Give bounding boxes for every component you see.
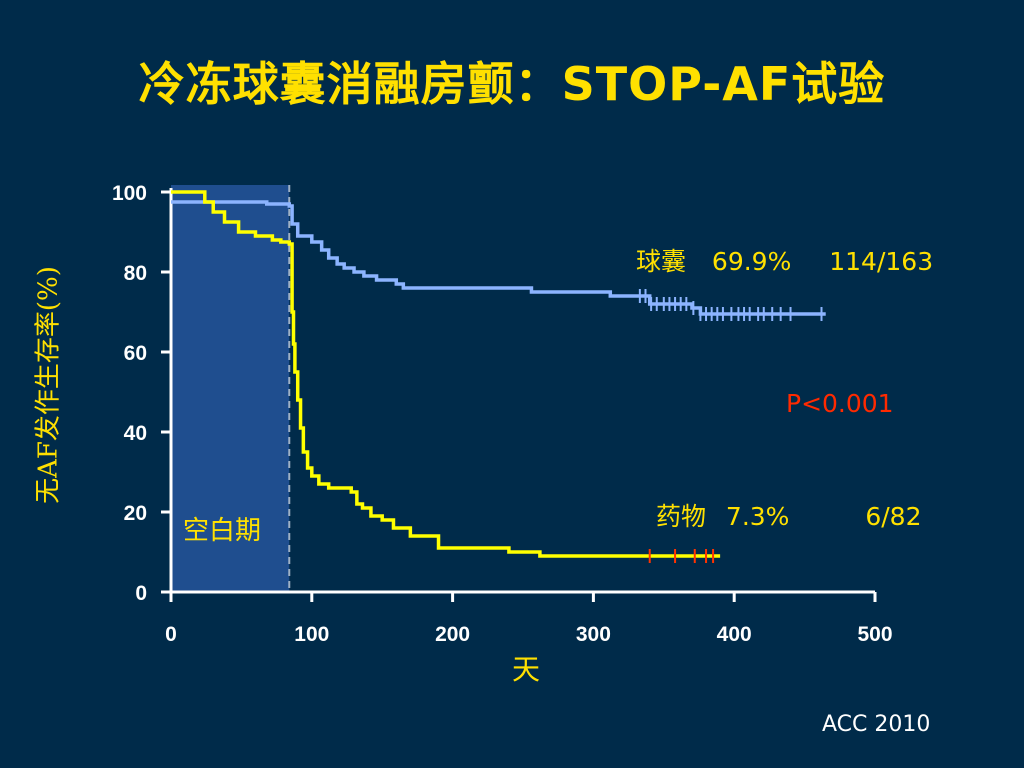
blanking-period-region <box>171 185 290 592</box>
y-tick-label: 80 <box>124 262 147 285</box>
drug-name: 药物 <box>656 502 707 531</box>
drug-survival-curve <box>171 190 721 558</box>
y-tick-label: 40 <box>124 422 147 445</box>
p-value: P<0.001 <box>786 389 894 418</box>
x-tick-label: 200 <box>435 623 470 646</box>
x-tick-label: 100 <box>294 623 329 646</box>
x-tick-label: 400 <box>717 623 752 646</box>
y-tick-label: 20 <box>124 502 147 525</box>
slide-title: 冷冻球囊消融房颤：STOP-AF试验 <box>138 57 886 111</box>
x-tick-label: 0 <box>165 623 177 646</box>
balloon-survival-curve <box>171 200 826 316</box>
balloon-name: 球囊 <box>636 247 687 276</box>
drug-count: 6/82 <box>865 502 922 531</box>
balloon-annotation: 球囊 69.9% 114/163 <box>636 242 933 278</box>
drug-percent: 7.3% <box>725 502 790 531</box>
y-axis-title: 无AF发作生存率(%) <box>33 266 64 504</box>
axes: 0 20 40 60 80 100 0 100 200 300 400 500 <box>112 182 893 646</box>
drug-annotation: 药物 7.3% 6/82 <box>656 497 921 533</box>
y-tick-label: 60 <box>124 342 147 365</box>
balloon-count: 114/163 <box>829 247 934 276</box>
balloon-percent: 69.9% <box>711 247 792 276</box>
x-tick-label: 300 <box>576 623 611 646</box>
blanking-period-label: 空白期 <box>183 516 262 546</box>
y-tick-label: 100 <box>112 182 147 205</box>
source-footer: ACC 2010 <box>822 712 931 737</box>
y-tick-label: 0 <box>135 582 147 605</box>
series-layer <box>171 190 826 563</box>
x-tick-label: 500 <box>857 623 892 646</box>
x-axis-title: 天 <box>511 653 541 686</box>
